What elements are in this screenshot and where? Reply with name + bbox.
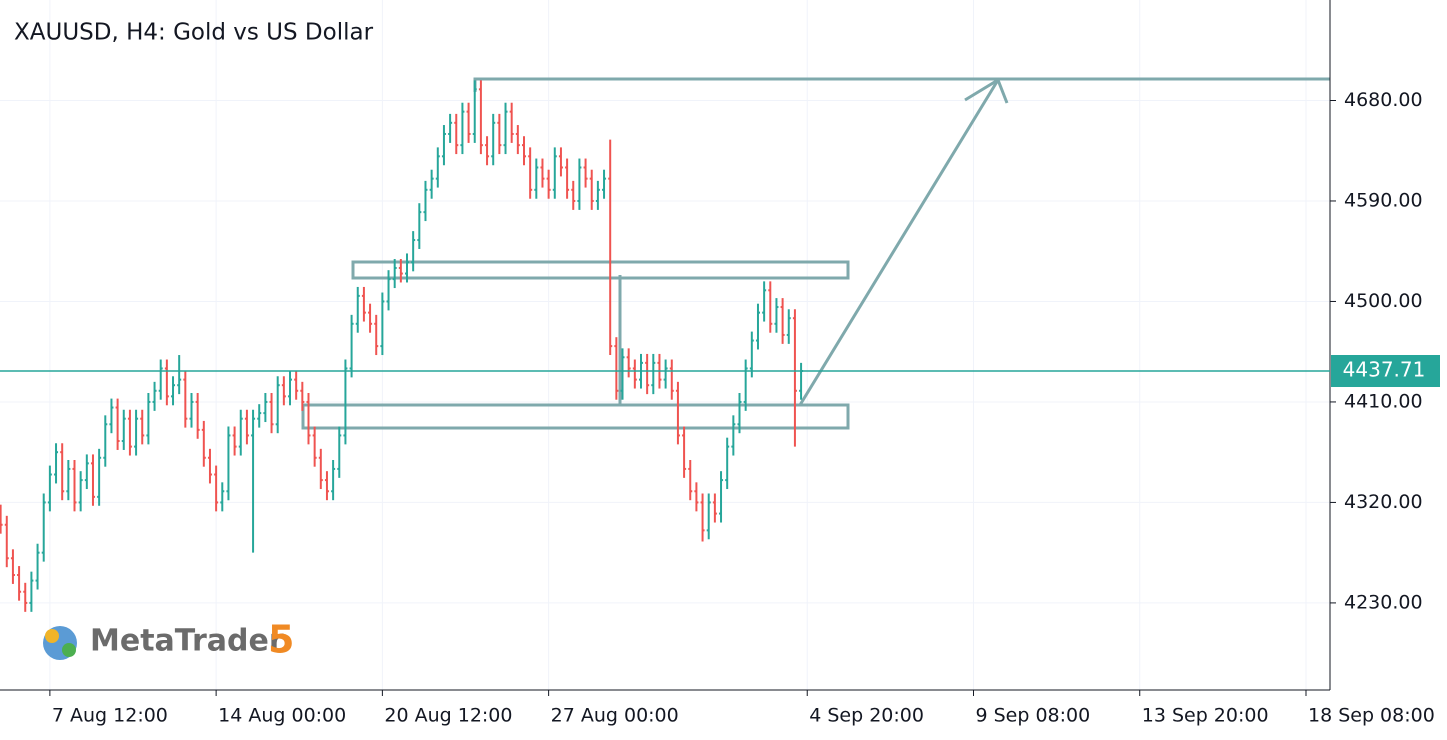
arrow-head [964,77,1009,104]
x-tick-label: 27 Aug 00:00 [551,705,679,727]
target-line [473,77,1330,92]
x-tick-label: 4 Sep 20:00 [809,705,924,727]
x-tick-label: 14 Aug 00:00 [218,705,346,727]
logo-icon [45,629,59,643]
x-tick-label: 20 Aug 12:00 [384,705,512,727]
y-tick-label: 4230.00 [1344,591,1423,613]
y-tick-label: 4410.00 [1344,390,1423,412]
logo-version: 5 [268,618,294,662]
logo: MetaTrader 5 [43,618,294,662]
chart-title: XAUUSD, H4: Gold vs US Dollar [14,20,374,46]
logo-icon [62,643,76,657]
last-price-label: 4437.71 [1343,358,1426,382]
x-tick-label: 7 Aug 12:00 [52,705,168,727]
support-zone [301,403,850,430]
drawings [301,77,1330,430]
grid [0,0,1330,690]
y-tick-label: 4680.00 [1344,89,1423,111]
logo-name: MetaTrader [90,624,284,659]
arrow-shaft [798,79,1000,406]
x-tick-label: 9 Sep 08:00 [975,705,1090,727]
x-tick-label: 13 Sep 20:00 [1142,705,1269,727]
resistance-zone [351,260,850,280]
last-price-box [1331,355,1440,388]
y-tick-label: 4500.00 [1344,290,1423,312]
x-tick-label: 18 Sep 08:00 [1308,705,1435,727]
y-tick-label: 4320.00 [1344,491,1423,513]
y-tick-label: 4590.00 [1344,189,1423,211]
